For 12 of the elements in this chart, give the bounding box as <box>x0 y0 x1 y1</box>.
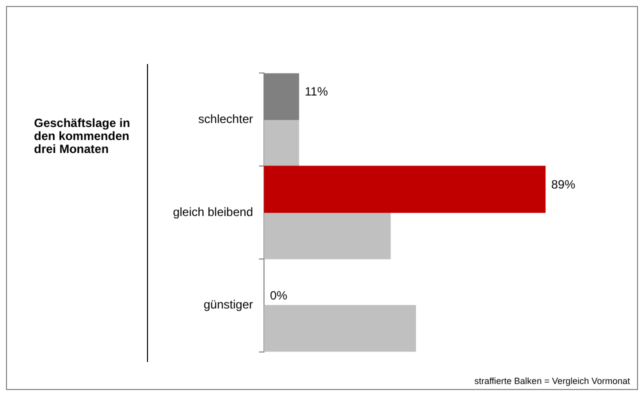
y-tick-label: günstiger <box>204 298 253 312</box>
data-label: 0% <box>270 288 288 303</box>
bar <box>264 212 391 260</box>
bar <box>264 305 416 352</box>
text: straffierte Balken = Vergleich Vormonat <box>474 376 630 386</box>
bar <box>264 166 546 213</box>
data-label: 89% <box>551 178 576 192</box>
y-tick-label: schlechter <box>198 112 253 126</box>
data-label: 11% <box>304 84 328 99</box>
y-tick-label: gleich bleibend <box>172 204 253 219</box>
text: Geschäftslage in den kommenden drei Monaten <box>34 116 132 156</box>
bar <box>264 119 300 166</box>
